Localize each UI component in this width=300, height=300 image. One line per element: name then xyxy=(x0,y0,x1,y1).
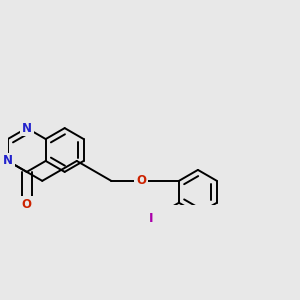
Text: O: O xyxy=(22,198,32,211)
Text: O: O xyxy=(136,174,146,188)
Text: I: I xyxy=(149,212,153,225)
Text: N: N xyxy=(3,154,13,167)
Text: N: N xyxy=(22,122,32,135)
